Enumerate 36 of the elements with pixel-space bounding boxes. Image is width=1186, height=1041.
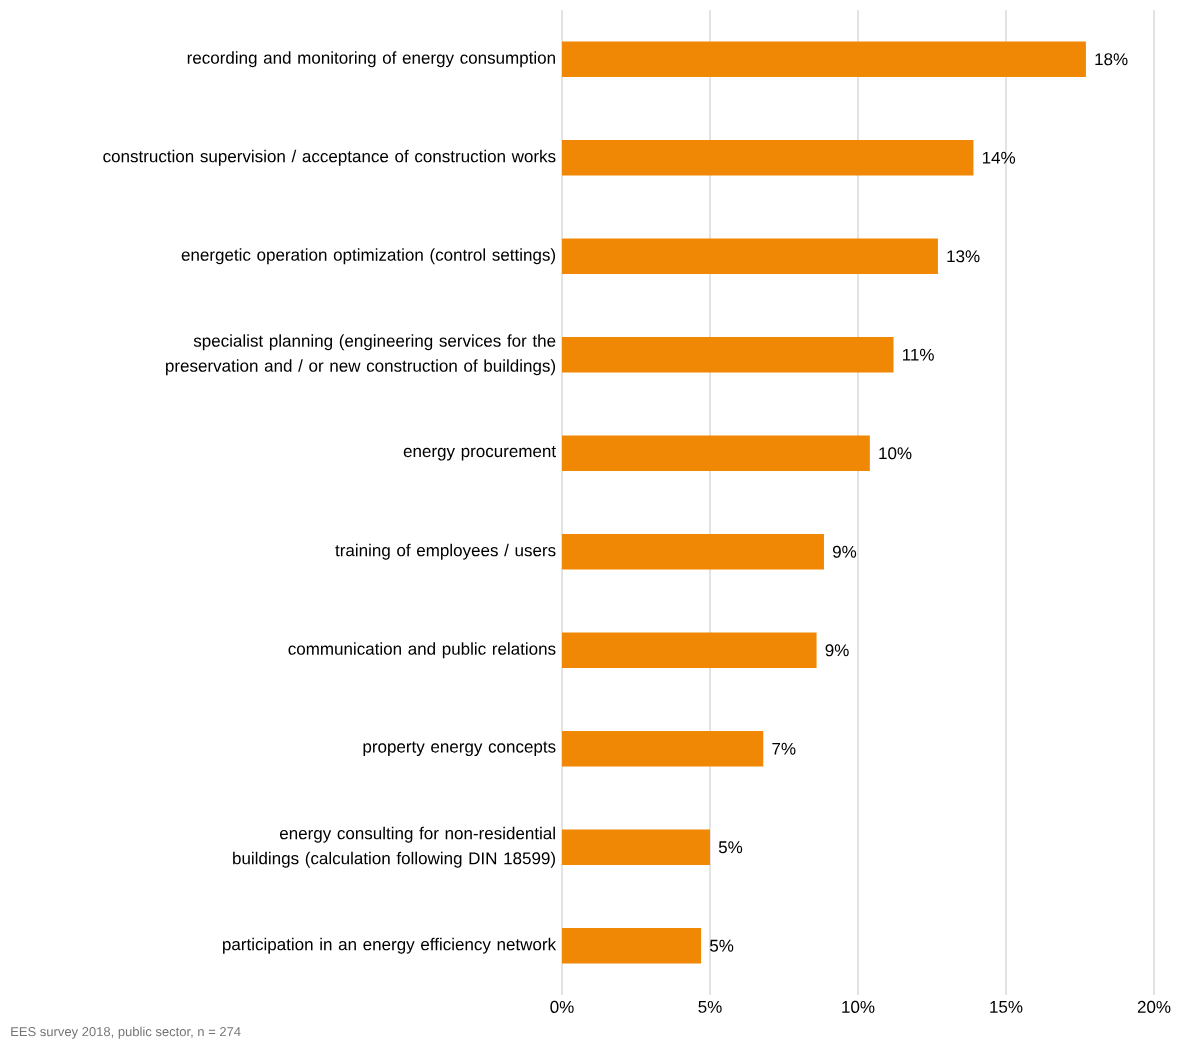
x-tick-label: 5% [698, 1000, 722, 1013]
bar [562, 632, 817, 668]
data-label: 5% [718, 841, 743, 854]
bar [562, 829, 710, 865]
data-label: 14% [982, 151, 1016, 164]
bar [562, 140, 974, 176]
y-tick-label: energetic operation optimization (control settings) [181, 248, 556, 265]
y-tick-label: property energy concepts [363, 741, 556, 757]
bar [562, 435, 870, 471]
y-tick-label: specialist planning (engineering services for the preservation and / or new construction of buildings) [166, 334, 556, 376]
data-label: 18% [1095, 53, 1128, 66]
x-tick-label: 15% [990, 1000, 1023, 1013]
data-label: 7% [772, 742, 796, 755]
data-label: 11% [903, 348, 934, 361]
y-tick-label: construction supervision / acceptance of construction works [103, 149, 556, 166]
x-tick-label: 20% [1137, 1000, 1171, 1013]
bar [562, 928, 702, 964]
bar [562, 238, 938, 274]
bar [562, 534, 824, 570]
data-label: 9% [832, 545, 857, 558]
data-label: 9% [825, 644, 849, 657]
y-tick-label: communication and public relations [288, 642, 556, 659]
data-label: 10% [879, 447, 912, 460]
bar [562, 337, 894, 373]
y-tick-label: energy procurement [403, 446, 556, 461]
x-tick-label: 10% [842, 1000, 875, 1013]
y-tick-label: training of employees / users [335, 543, 556, 560]
y-tick-label: energy consulting for non-residential buildings (calculation following DIN 18599) [233, 826, 555, 868]
x-tick-label: 0% [550, 1000, 574, 1013]
data-label: 5% [710, 939, 734, 952]
text: EES survey 2018, public sector, n = 274 [11, 1026, 241, 1039]
bar [562, 41, 1086, 77]
y-tick-label: recording and monitoring of energy consumption [187, 51, 555, 68]
y-tick-label: participation in an energy efficiency network [223, 937, 557, 954]
bar [562, 731, 764, 767]
data-label: 13% [947, 250, 980, 263]
